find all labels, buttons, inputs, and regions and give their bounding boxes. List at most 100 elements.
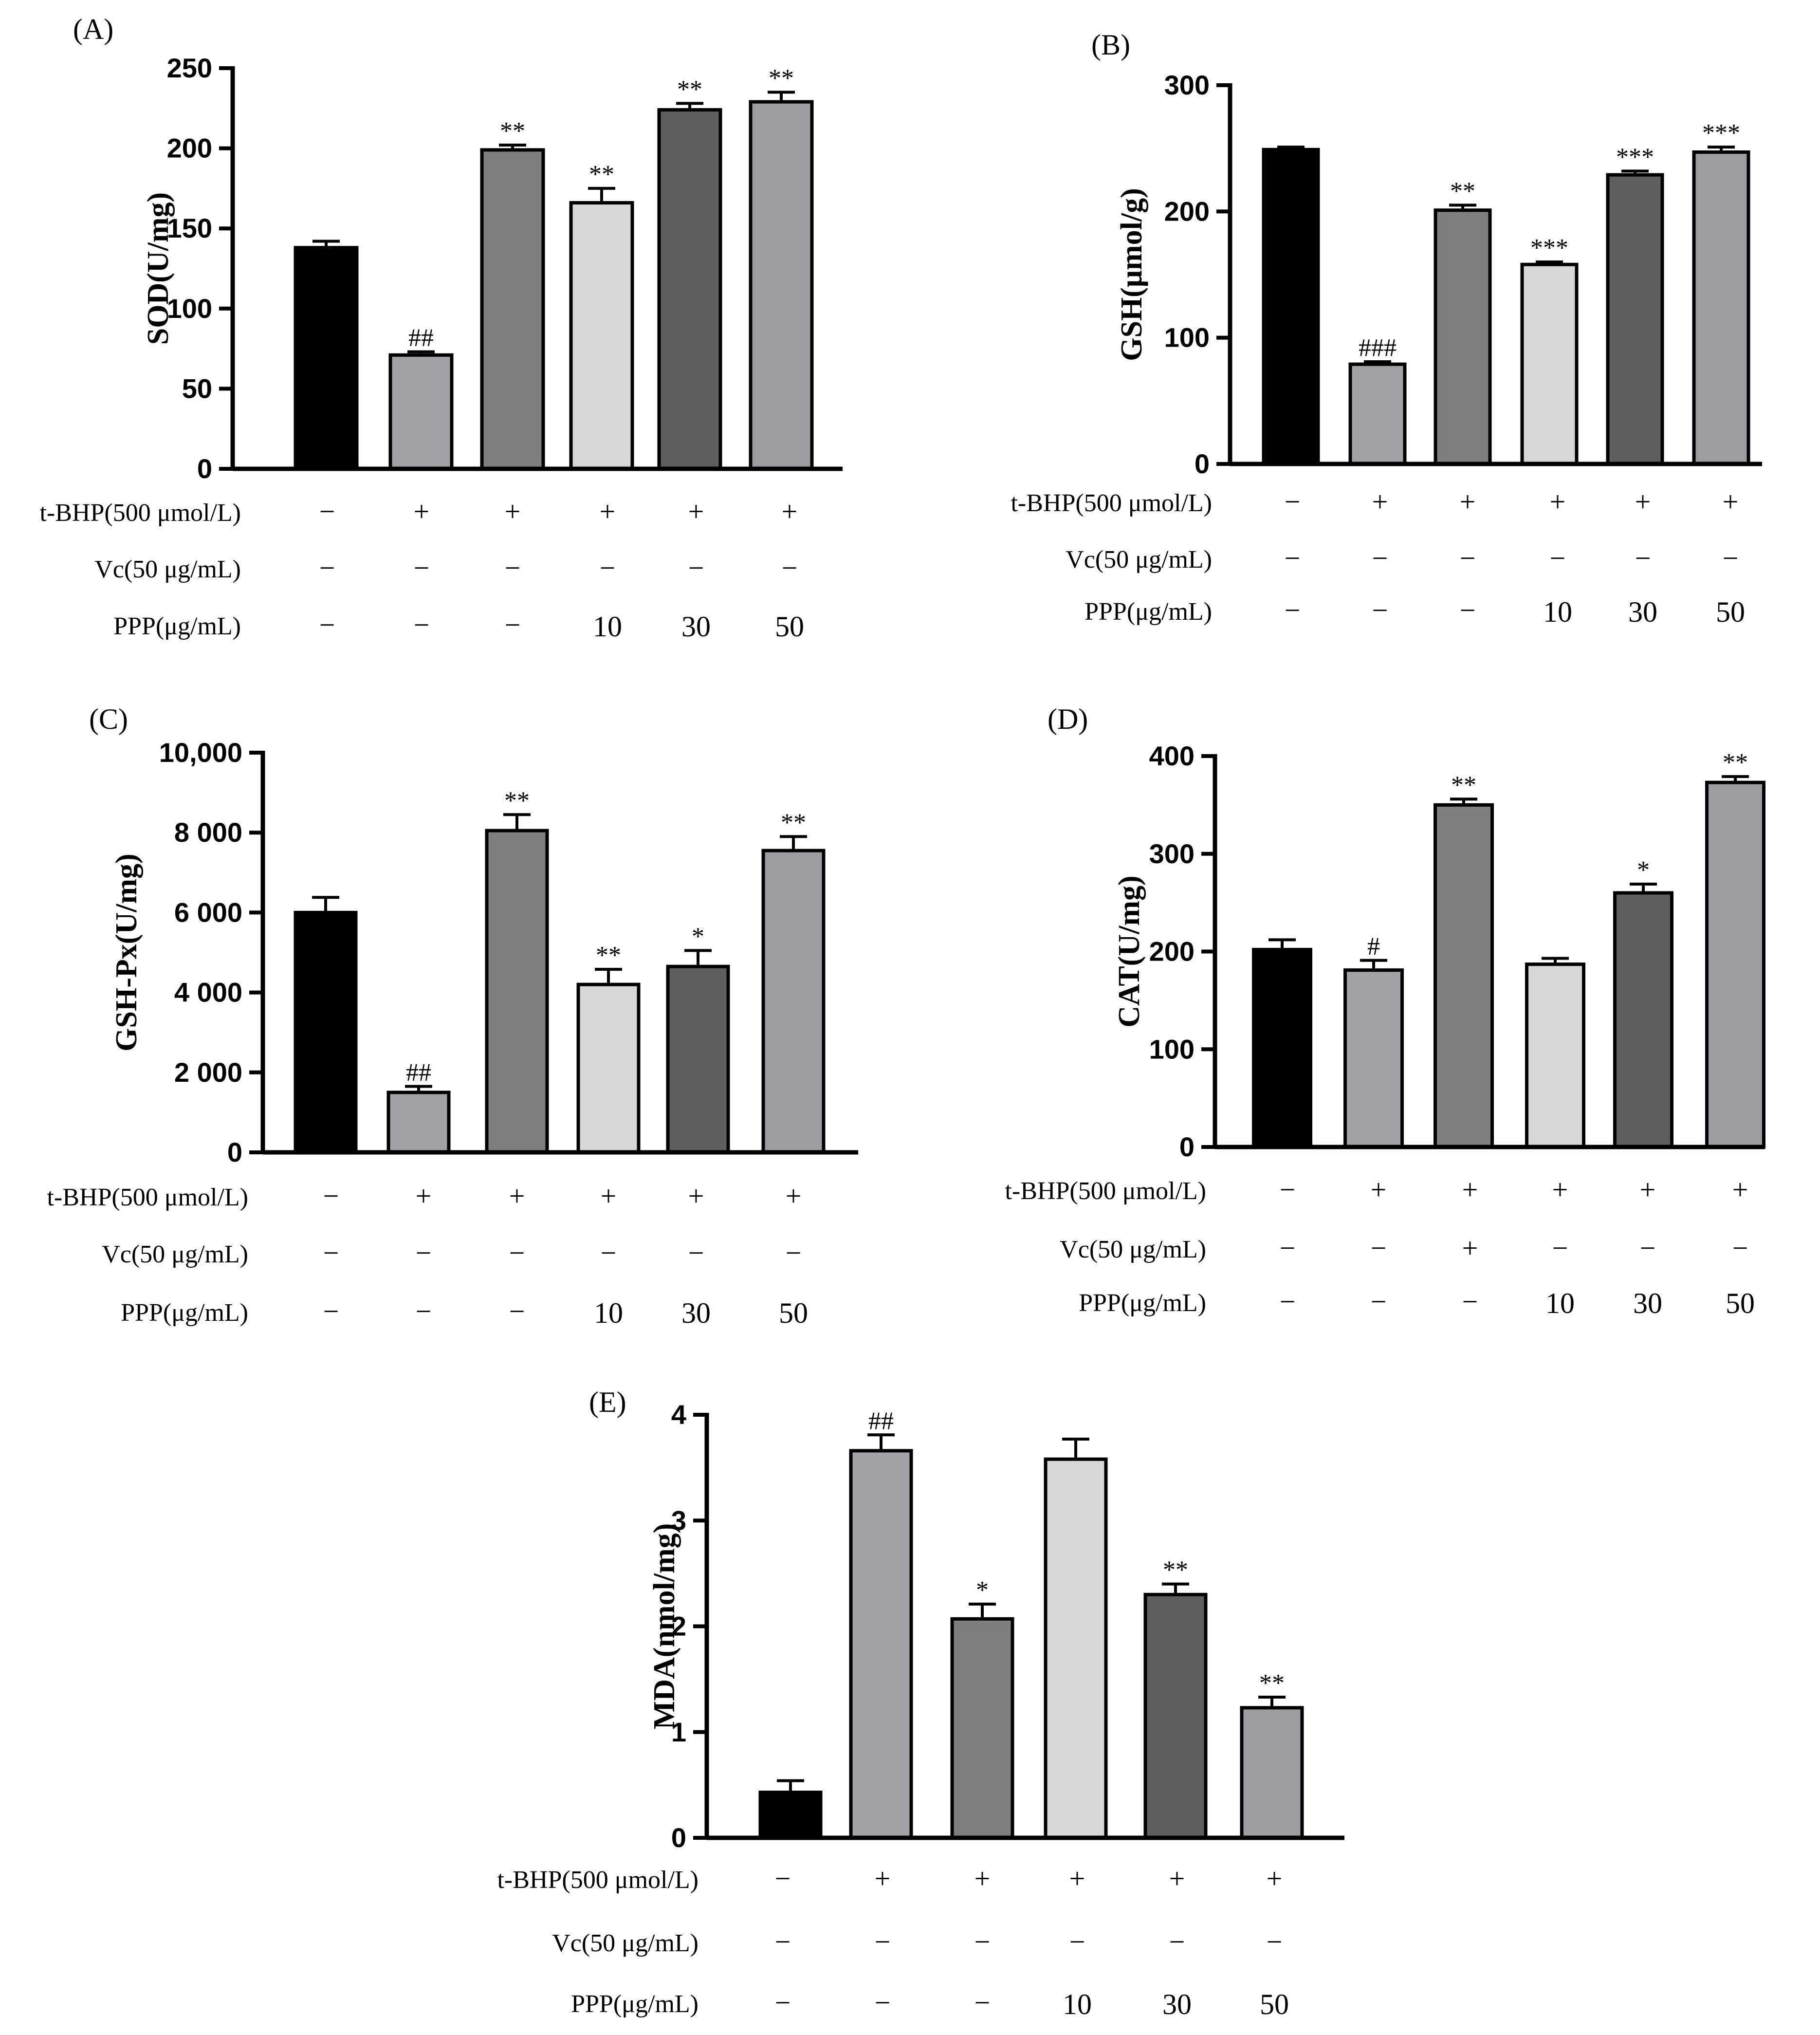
panel-label: (B) xyxy=(1091,29,1130,61)
bar xyxy=(950,1617,1014,1840)
treatment-cell: + xyxy=(1640,1174,1656,1205)
treatment-cell: + xyxy=(601,1180,617,1212)
treatment-cell: + xyxy=(782,496,798,527)
panel-label: (D) xyxy=(1048,703,1088,735)
significance-label: # xyxy=(1367,933,1380,961)
bar xyxy=(1343,968,1404,1149)
significance-label: ** xyxy=(1163,1556,1188,1584)
treatment-cell: − xyxy=(688,1237,704,1269)
treatment-cell: − xyxy=(1372,594,1388,626)
treatment-cell: 10 xyxy=(1543,596,1572,628)
treatment-cell: + xyxy=(414,496,430,527)
treatment-row-label: Vc(50 μg/mL) xyxy=(552,1929,699,1957)
treatment-cell: + xyxy=(1372,486,1388,518)
treatment-cell: + xyxy=(509,1180,525,1212)
y-tick-label: 200 xyxy=(1149,936,1195,967)
bar xyxy=(657,108,722,471)
treatment-row-label: t-BHP(500 μmol/L) xyxy=(47,1184,248,1211)
treatment-cell: − xyxy=(1723,542,1739,574)
treatment-cell: − xyxy=(775,1926,791,1958)
treatment-cell: − xyxy=(1732,1232,1748,1264)
treatment-cell: − xyxy=(414,609,430,641)
treatment-cell: − xyxy=(875,1987,891,2018)
bar xyxy=(1348,362,1407,466)
panel-label: (A) xyxy=(73,13,113,45)
treatment-row-label: t-BHP(500 μmol/L) xyxy=(1011,489,1212,517)
treatment-row-label: t-BHP(500 μmol/L) xyxy=(39,499,241,527)
treatment-cell: 50 xyxy=(779,1297,808,1329)
bar xyxy=(294,246,359,471)
bar xyxy=(1525,962,1585,1149)
panel-label: (E) xyxy=(589,1386,626,1418)
bar xyxy=(294,910,358,1154)
significance-label: ** xyxy=(596,942,621,969)
y-axis-label: MDA(nmol/mg) xyxy=(648,1523,681,1730)
y-tick-label: 200 xyxy=(167,133,212,164)
treatment-cell: − xyxy=(1285,486,1301,518)
treatment-row-label: t-BHP(500 μmol/L) xyxy=(1005,1177,1206,1205)
y-tick-label: 2 xyxy=(671,1611,686,1642)
y-axis-label: GSH-Px(U/mg) xyxy=(110,853,143,1051)
y-tick-label: 2 000 xyxy=(174,1057,242,1088)
bar xyxy=(1044,1457,1108,1840)
treatment-cell: 50 xyxy=(1260,1988,1289,2020)
treatment-cell: + xyxy=(1371,1174,1387,1205)
treatment-cell: + xyxy=(1460,486,1476,518)
bar xyxy=(576,982,641,1154)
treatment-cell: − xyxy=(509,1295,525,1327)
y-axis-label: SOD(U/mg) xyxy=(142,192,175,345)
significance-label: ## xyxy=(868,1407,894,1435)
significance-label: ## xyxy=(408,324,434,352)
bar xyxy=(480,148,545,471)
treatment-cell: − xyxy=(323,1237,339,1269)
treatment-cell: 10 xyxy=(594,1297,623,1329)
significance-label: ** xyxy=(769,64,794,92)
treatment-cell: − xyxy=(1285,542,1301,574)
bar xyxy=(749,100,814,471)
treatment-cell: + xyxy=(974,1863,991,1894)
treatment-cell: − xyxy=(601,1237,617,1269)
treatment-cell: − xyxy=(1640,1232,1656,1264)
treatment-cell: − xyxy=(1371,1232,1387,1264)
treatment-cell: + xyxy=(505,496,521,527)
y-tick-label: 150 xyxy=(167,213,212,243)
treatment-cell: + xyxy=(600,496,616,527)
treatment-cell: − xyxy=(416,1295,432,1327)
y-tick-label: 100 xyxy=(167,293,212,324)
treatment-cell: 10 xyxy=(593,610,622,643)
y-tick-label: 300 xyxy=(1164,70,1210,100)
treatment-cell: − xyxy=(1280,1232,1296,1264)
treatment-cell: − xyxy=(974,1926,991,1958)
treatment-cell: + xyxy=(1462,1232,1478,1264)
treatment-cell: 30 xyxy=(1633,1287,1662,1319)
significance-label: ** xyxy=(1259,1669,1285,1697)
treatment-cell: − xyxy=(688,552,704,584)
y-tick-label: 1 xyxy=(671,1717,686,1747)
y-tick-label: 100 xyxy=(1149,1034,1195,1064)
treatment-cell: − xyxy=(323,1180,339,1212)
y-axis-label: GSH(μmol/g) xyxy=(1115,188,1148,361)
bar xyxy=(388,353,454,471)
treatment-row-label: PPP(μg/mL) xyxy=(571,1990,699,2018)
treatment-cell: − xyxy=(782,552,798,584)
treatment-cell: − xyxy=(1267,1926,1283,1958)
bar xyxy=(1692,150,1750,466)
treatment-cell: − xyxy=(1460,594,1476,626)
y-tick-label: 3 xyxy=(671,1505,686,1536)
significance-label: *** xyxy=(1530,234,1568,262)
treatment-row-label: PPP(μg/mL) xyxy=(113,612,241,640)
significance-label: ** xyxy=(1451,771,1476,799)
treatment-cell: + xyxy=(1723,486,1739,518)
treatment-cell: + xyxy=(1732,1174,1748,1205)
treatment-cell: − xyxy=(775,1987,791,2018)
significance-label: ** xyxy=(1450,177,1475,205)
treatment-row-label: Vc(50 μg/mL) xyxy=(1060,1236,1206,1263)
chart-panel-b: (B)###***********0100200300GSH(μmol/g)t-… xyxy=(1011,29,1762,628)
bar xyxy=(1434,803,1494,1149)
treatment-cell: − xyxy=(319,552,335,584)
treatment-cell: − xyxy=(1460,542,1476,574)
treatment-cell: 50 xyxy=(1716,596,1745,628)
treatment-cell: 10 xyxy=(1063,1988,1092,2020)
